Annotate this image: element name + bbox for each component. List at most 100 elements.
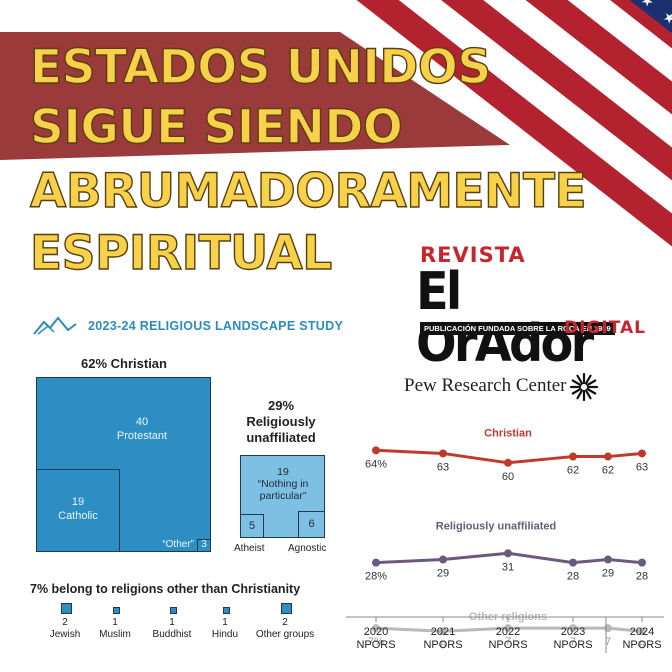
christian-title: 62% Christian (81, 356, 167, 371)
series-unaffiliated-data-label: 29 (602, 568, 614, 580)
unaffiliated-title-rest: Religiously unaffiliated (246, 414, 316, 446)
logo-tagline: PUBLICACIÓN FUNDADA SOBRE LA ROCA EN 198… (420, 322, 615, 335)
pew-logo-text: Pew Research Center (404, 375, 567, 396)
other-religion-label: Buddhist (152, 629, 192, 640)
series-christian-point (439, 449, 447, 458)
headline-line-2: SIGUE SIENDO (29, 100, 403, 155)
other-christian-label: “Other” (162, 539, 194, 550)
other-religions-chart: 2 Jewish 1 Muslim 1 Buddhist 1 Hindu 2 Other grou… (30, 600, 330, 650)
series-christian-data-label: 60 (502, 471, 514, 483)
atheist-value: 5 (248, 520, 256, 532)
logo-revista: REVISTA (420, 243, 526, 267)
x-tick-label-year: 2020 (364, 626, 388, 638)
series-unaffiliated-line (375, 551, 643, 565)
other-religion-label: Other groups (255, 629, 315, 640)
series-unaffiliated-point (569, 558, 577, 567)
agnostic-value: 6 (308, 518, 315, 530)
other-religion-box (60, 603, 72, 614)
series-unaffiliated-data-label: 29 (437, 568, 449, 580)
series-unaffiliated-point (504, 549, 512, 558)
other-religion-value: 2 (282, 617, 288, 628)
x-tick-label-source: NPORS (553, 639, 592, 651)
other-religion-box (222, 607, 230, 614)
flag-stripe (300, 0, 672, 330)
other-religion-value: 1 (222, 617, 228, 628)
series-other-religions-point (638, 627, 646, 636)
flag-stripe (0, 0, 672, 532)
series-unaffiliated-point (604, 555, 612, 564)
series-unaffiliated-data-label: 31 (502, 561, 514, 573)
series-unaffiliated-data-label: 28 (636, 571, 648, 583)
series-unaffiliated-data-label: 28 (567, 571, 579, 583)
series-other-religions-data-label: 7 (505, 636, 511, 648)
series-christian-point (569, 452, 577, 461)
x-tick-label-year: 2024 (630, 626, 654, 638)
logo: REVISTA El OrAdor PUBLICACIÓN FUNDADA SO… (416, 240, 656, 370)
series-other-religions-data-label: 7 (605, 636, 611, 648)
other-religion-value: 1 (169, 617, 175, 628)
series-christian-point (372, 446, 380, 455)
treemap-other-christian (197, 539, 211, 552)
series-other-religions-point (604, 624, 612, 633)
series-other-religions-data-label: 7 (570, 636, 576, 648)
other-religion-value: 1 (112, 617, 118, 628)
treemap-atheist: 5 (240, 514, 264, 538)
series-christian-name: Christian (484, 427, 532, 439)
flag-stripe (300, 0, 672, 330)
mountain-icon (33, 316, 77, 335)
series-other-religions-line (375, 626, 643, 633)
headline-line-4: ESPIRITUAL (29, 226, 333, 281)
series-unaffiliated-data-label: 28% (365, 571, 387, 583)
series-other-religions-point (372, 624, 380, 633)
series-unaffiliated-name: Religiously unaffiliated (436, 520, 556, 532)
other-religion-box (280, 603, 292, 614)
x-tick-label-year: 2022 (496, 626, 520, 638)
flag-star: ★ (638, 0, 658, 10)
study-title: 2023-24 RELIGIOUS LANDSCAPE STUDY (88, 319, 344, 333)
x-tick-label-source: NPORS (488, 639, 527, 651)
series-christian-data-label: 63 (636, 461, 648, 473)
x-tick-label-source: NPORS (356, 639, 395, 651)
x-tick-label-source: NPORS (423, 639, 462, 651)
other-religion-value: 2 (62, 617, 68, 628)
other-christian-value: 3 (201, 539, 207, 550)
pew-burst-ray (571, 387, 582, 395)
treemap-catholic: 19 Catholic (36, 469, 120, 552)
pew-logo-icon (569, 372, 599, 402)
x-tick-label-year: 2023 (561, 626, 585, 638)
series-christian-data-label: 64% (365, 458, 387, 470)
other-religion-box (112, 607, 120, 614)
pew-burst-ray (586, 379, 597, 387)
series-other-religions-point (439, 627, 447, 636)
pew-burst-ray (586, 387, 597, 395)
flag-stripe (300, 0, 672, 330)
catholic-label: Catholic (58, 509, 98, 522)
agnostic-label: Agnostic (288, 543, 327, 554)
series-christian-data-label: 62 (567, 465, 579, 477)
series-christian-point (638, 449, 646, 458)
nothing-label: “Nothing in particular” (257, 478, 309, 503)
protestant-label: Protestant (116, 429, 168, 442)
x-tick-label-source: NPORS (622, 639, 661, 651)
series-christian-line (375, 448, 643, 465)
catholic-value: 19 (71, 496, 85, 508)
series-unaffiliated-point (638, 558, 646, 567)
pew-burst-ray (584, 374, 592, 385)
series-other-religions-data-label: 6 (639, 639, 645, 651)
headline-line-1: ESTADOS UNIDOS (29, 40, 492, 95)
other-religions-title: 7% belong to religions other than Christ… (30, 582, 301, 596)
headline-line-3: ABRUMADORAMENTE (29, 164, 587, 219)
series-unaffiliated-point (439, 555, 447, 564)
series-christian-point (504, 458, 512, 467)
nothing-value: 19 (277, 466, 289, 478)
flag-stripe (300, 0, 672, 330)
pew-burst-ray (576, 374, 584, 385)
series-other-religions-data-label: 7% (368, 636, 384, 648)
other-religion-box (169, 607, 177, 614)
trend-line-chart: 64% 63 60 62 62 63 Christian 28% 29 31 28 29 28 Relig… (346, 427, 664, 653)
atheist-label: Atheist (234, 543, 265, 554)
series-christian-data-label: 63 (437, 461, 449, 473)
series-other-religions-data-label: 6 (440, 639, 446, 651)
